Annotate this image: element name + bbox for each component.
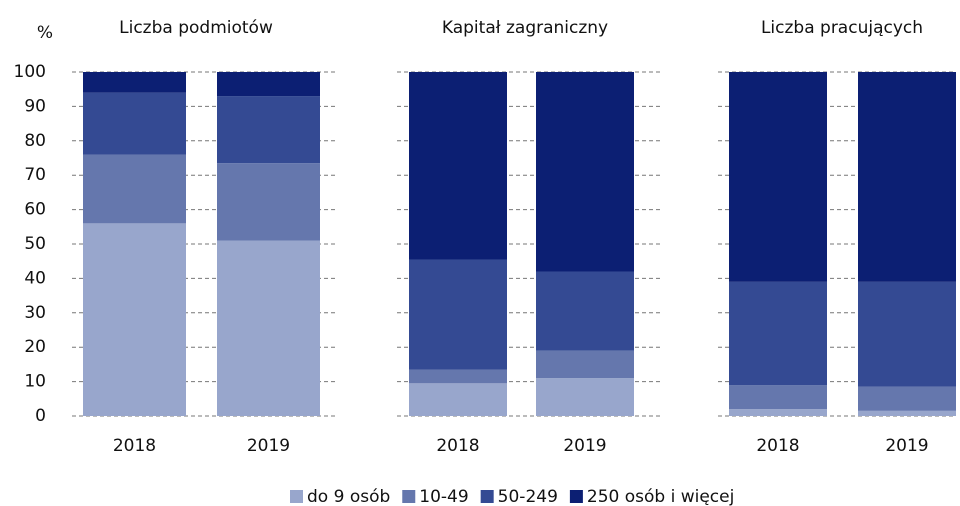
bar-segment — [729, 409, 827, 416]
legend-label: 50-249 — [498, 487, 558, 506]
legend-label: do 9 osób — [307, 487, 390, 506]
bar-segment — [409, 369, 507, 384]
legend-label: 10-49 — [419, 487, 468, 506]
y-tick-label: 90 — [24, 96, 46, 116]
bar-segment — [83, 154, 186, 224]
y-tick-label: 30 — [24, 303, 46, 323]
bar-segment — [409, 383, 507, 416]
bar-segment — [83, 92, 186, 155]
bar-segment — [858, 281, 956, 387]
y-tick-label: 100 — [14, 62, 46, 82]
y-tick-label: 80 — [24, 131, 46, 151]
x-tick-label: 2019 — [885, 436, 928, 456]
x-tick-label: 2018 — [113, 436, 156, 456]
y-tick-label: 10 — [24, 372, 46, 392]
bar-segment — [536, 271, 634, 351]
bar-segment — [83, 72, 186, 93]
bar-segment — [409, 259, 507, 370]
y-tick-label: 50 — [24, 234, 46, 254]
bar-segment — [217, 96, 320, 164]
bar-segment — [536, 350, 634, 379]
legend-swatch — [569, 490, 583, 503]
bar-segment — [217, 72, 320, 97]
legend-swatch — [480, 490, 494, 503]
panel-title: Liczba pracujących — [761, 18, 923, 38]
panel-title: Liczba podmiotów — [119, 18, 273, 38]
x-tick-label: 2019 — [563, 436, 606, 456]
y-axis-label: % — [37, 23, 53, 43]
bar-segment — [858, 386, 956, 411]
x-tick-label: 2019 — [247, 436, 290, 456]
bar-segment — [409, 72, 507, 260]
y-tick-label: 60 — [24, 200, 46, 220]
legend-label: 250 osób i więcej — [587, 487, 734, 506]
bar-segment — [729, 385, 827, 410]
legend-swatch — [290, 490, 303, 503]
x-tick-label: 2018 — [756, 436, 799, 456]
bar-segment — [858, 410, 956, 416]
legend-swatch — [402, 490, 416, 503]
bar-segment — [729, 281, 827, 386]
bar-segment — [729, 72, 827, 282]
y-tick-label: 0 — [35, 406, 46, 426]
y-tick-label: 40 — [24, 268, 46, 288]
bar-segment — [217, 240, 320, 416]
panel-title: Kapitał zagraniczny — [442, 18, 608, 38]
bar-segment — [83, 223, 186, 416]
bar-segment — [217, 163, 320, 241]
y-tick-label: 70 — [24, 165, 46, 185]
bar-segment — [858, 72, 956, 282]
y-tick-label: 20 — [24, 337, 46, 357]
x-tick-label: 2018 — [436, 436, 479, 456]
bar-segment — [536, 72, 634, 272]
bar-segment — [536, 378, 634, 416]
